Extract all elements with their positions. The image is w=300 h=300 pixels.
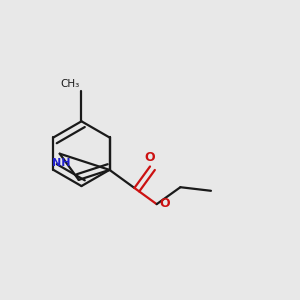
Text: CH₃: CH₃ (60, 79, 80, 89)
Text: NH: NH (52, 158, 71, 168)
Text: O: O (159, 197, 170, 210)
Text: O: O (145, 151, 155, 164)
